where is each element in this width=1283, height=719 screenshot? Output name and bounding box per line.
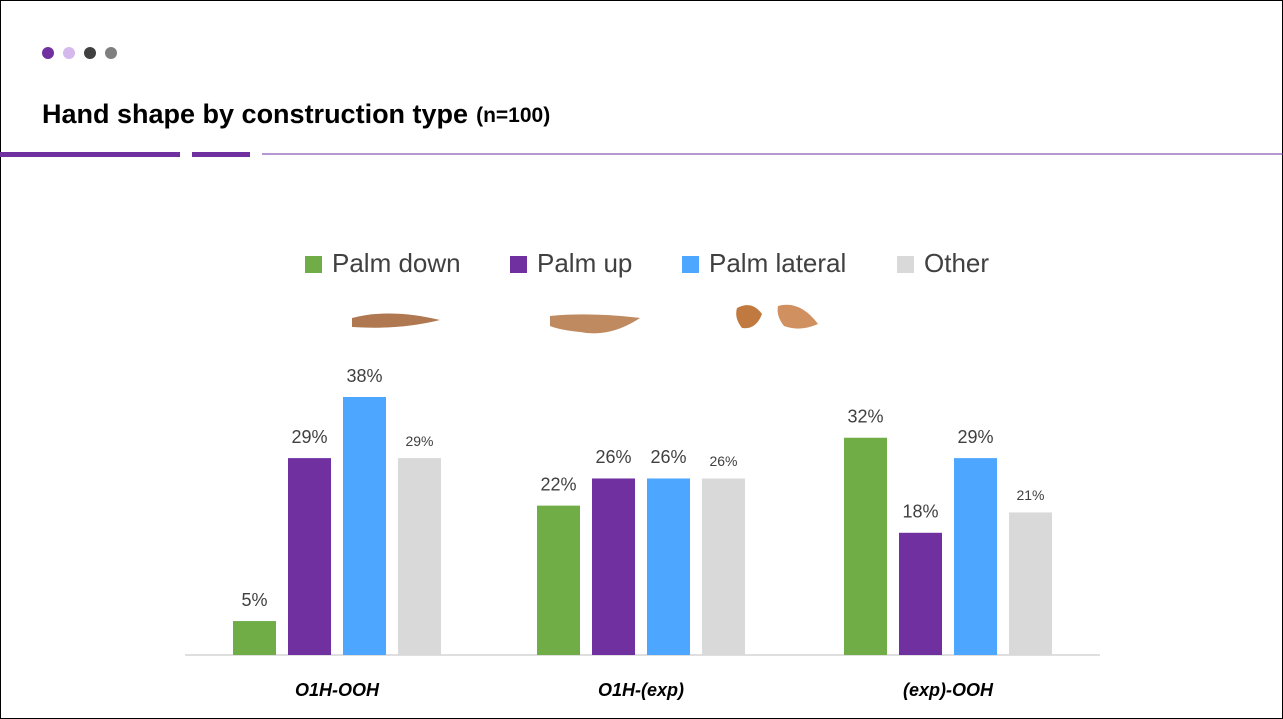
title-note: (n=100): [476, 104, 550, 127]
legend-label: Palm up: [537, 248, 632, 278]
value-label: 29%: [405, 433, 433, 449]
bar: [899, 533, 942, 655]
slide: Hand shape by construction type (n=100) P…: [0, 0, 1283, 719]
title-main: Hand shape by construction type: [42, 99, 468, 129]
legend-swatch: [305, 256, 322, 273]
value-label: 22%: [540, 474, 576, 494]
x-tick-label: O1H-OOH: [295, 680, 380, 700]
value-label: 29%: [957, 427, 993, 447]
value-label: 38%: [346, 366, 382, 386]
value-label: 21%: [1016, 487, 1044, 503]
bar: [343, 397, 386, 655]
x-tick-label: O1H-(exp): [598, 680, 684, 700]
legend-swatch: [682, 256, 699, 273]
legend-label: Palm lateral: [709, 248, 846, 278]
dot: [63, 47, 75, 59]
value-label: 32%: [847, 406, 883, 426]
bar: [844, 438, 887, 655]
value-label: 26%: [650, 447, 686, 467]
title-rule: [0, 152, 180, 157]
bar: [1009, 512, 1052, 655]
bar: [233, 621, 276, 655]
value-label: 18%: [902, 502, 938, 522]
dot: [42, 47, 54, 59]
value-label: 26%: [595, 447, 631, 467]
legend-label: Other: [924, 248, 989, 278]
bar: [954, 458, 997, 655]
bar: [592, 478, 635, 655]
legend-swatch: [510, 256, 527, 273]
bar: [647, 478, 690, 655]
value-label: 29%: [291, 427, 327, 447]
bar: [537, 506, 580, 655]
x-tick-label: (exp)-OOH: [903, 680, 994, 700]
legend-swatch: [897, 256, 914, 273]
dot: [84, 47, 96, 59]
bar: [398, 458, 441, 655]
value-label: 26%: [709, 453, 737, 469]
bar: [288, 458, 331, 655]
bar: [702, 478, 745, 655]
legend-label: Palm down: [332, 248, 461, 278]
value-label: 5%: [241, 590, 267, 610]
dot: [105, 47, 117, 59]
title-rule: [192, 152, 250, 157]
